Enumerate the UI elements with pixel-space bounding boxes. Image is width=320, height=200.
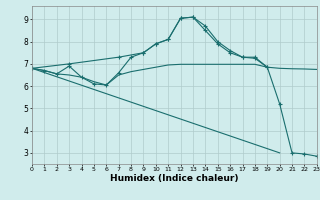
X-axis label: Humidex (Indice chaleur): Humidex (Indice chaleur) — [110, 174, 239, 183]
